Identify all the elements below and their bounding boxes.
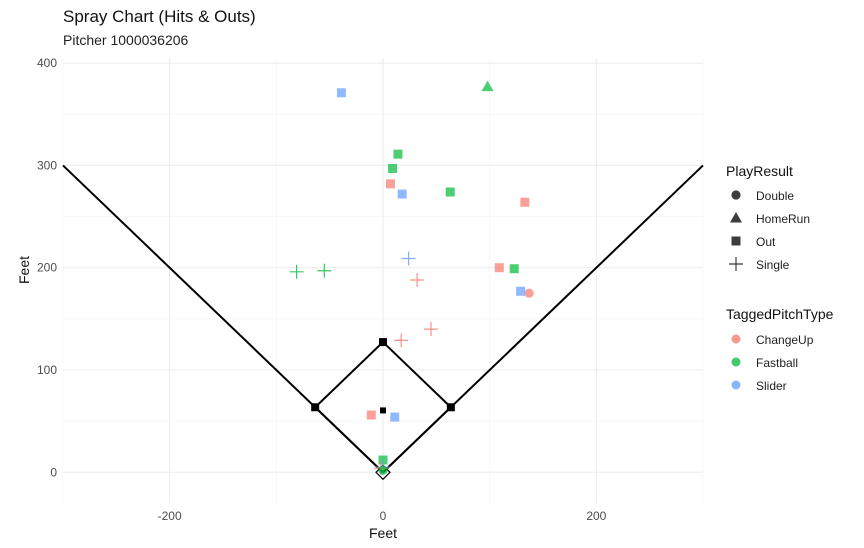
x-tick-label: 200	[586, 509, 606, 523]
x-tick-label: 0	[380, 509, 387, 523]
data-point	[289, 264, 304, 279]
base	[379, 338, 387, 347]
data-point	[393, 149, 403, 159]
legend-label: Single	[756, 258, 790, 272]
data-points	[289, 80, 534, 476]
y-tick-label: 200	[37, 261, 57, 275]
base	[446, 403, 455, 412]
data-point	[317, 263, 332, 278]
data-point	[410, 272, 425, 287]
legend-key-fastball	[731, 357, 741, 367]
legend-label: Double	[756, 189, 794, 203]
legend-label: Fastball	[756, 356, 798, 370]
data-point	[481, 80, 494, 92]
y-tick-label: 400	[37, 56, 57, 70]
data-point	[336, 88, 346, 98]
data-point	[366, 410, 376, 420]
legend-title-pitchtype: TaggedPitchType	[726, 306, 834, 322]
grid	[62, 58, 704, 503]
legend-label: HomeRun	[756, 212, 810, 226]
data-point	[390, 412, 400, 422]
data-point	[516, 286, 526, 296]
data-point	[509, 264, 519, 274]
tick-labels: -200 0 200 0 100 200 300 400	[37, 56, 607, 523]
data-point	[378, 455, 388, 465]
home-plate	[375, 464, 391, 481]
data-point	[397, 189, 407, 199]
data-point	[385, 179, 395, 189]
y-tick-label: 300	[37, 158, 57, 172]
data-point	[520, 197, 530, 207]
data-point	[378, 465, 388, 475]
data-point	[524, 288, 534, 298]
y-tick-label: 0	[50, 465, 57, 479]
legend-key-single	[729, 257, 743, 271]
legend-key-changeup	[731, 334, 741, 344]
pitchers-mound	[380, 407, 386, 414]
y-tick-label: 100	[37, 363, 57, 377]
data-point	[394, 333, 409, 348]
legend-key-homerun	[730, 212, 742, 223]
legend-key-double	[731, 190, 741, 200]
legend-label: ChangeUp	[756, 333, 814, 347]
data-point	[424, 322, 438, 337]
data-point	[445, 187, 455, 197]
data-point	[401, 251, 416, 266]
data-point	[494, 263, 504, 273]
x-tick-label: -200	[158, 509, 182, 523]
legend-title-playresult: PlayResult	[726, 163, 793, 179]
chart-title: Spray Chart (Hits & Outs)	[63, 7, 256, 26]
legend-key-slider	[731, 380, 741, 390]
legend-label: Slider	[756, 379, 787, 393]
y-axis-title: Feet	[16, 256, 32, 284]
field-lines	[62, 164, 704, 481]
legend: PlayResult Double HomeRun Out Single TaggedPi…	[726, 163, 834, 393]
data-point	[388, 163, 398, 173]
base	[311, 403, 320, 412]
legend-label: Out	[756, 235, 776, 249]
legend-key-out	[731, 236, 741, 246]
chart-subtitle: Pitcher 1000036206	[63, 32, 189, 48]
x-axis-title: Feet	[369, 525, 397, 541]
